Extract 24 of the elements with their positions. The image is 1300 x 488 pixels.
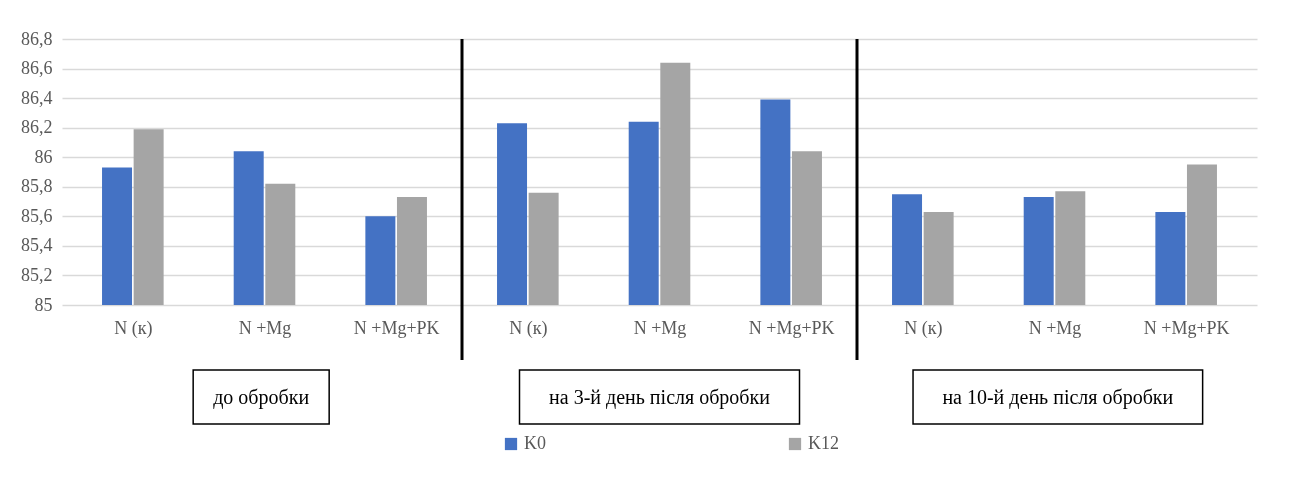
y-tick-label: 86,6 <box>21 58 53 79</box>
y-tick-label: 86,2 <box>21 117 53 138</box>
y-tick-label: 85,4 <box>21 235 53 256</box>
legend-label: K0 <box>524 433 546 453</box>
x-tick-label: N +Mg <box>633 317 687 338</box>
y-tick-label: 85,8 <box>21 176 53 197</box>
text: на 10-й день після обробки <box>942 386 1174 409</box>
x-tick-label: N +Mg+PK <box>353 317 440 338</box>
y-tick-label: 85 <box>34 294 53 315</box>
x-tick-label: N (к) <box>509 317 548 339</box>
x-tick-label: N +Mg <box>238 317 292 338</box>
y-tick-label: 85,6 <box>21 205 53 226</box>
x-tick-label: N +Mg+PK <box>1143 317 1230 338</box>
y-tick-label: 86,8 <box>21 28 53 49</box>
text: до обробки <box>213 386 310 409</box>
y-tick-label: 85,2 <box>21 264 53 285</box>
y-tick-label: 86 <box>34 146 53 167</box>
x-tick-label: N +Mg <box>1028 317 1082 338</box>
y-tick-label: 86,4 <box>21 87 53 108</box>
x-tick-label: N +Mg+PK <box>748 317 835 338</box>
x-tick-label: N (к) <box>114 317 153 339</box>
x-tick-label: N (к) <box>904 317 943 339</box>
legend-label: K12 <box>808 433 839 453</box>
text: на 3-й день після обробки <box>549 386 771 409</box>
